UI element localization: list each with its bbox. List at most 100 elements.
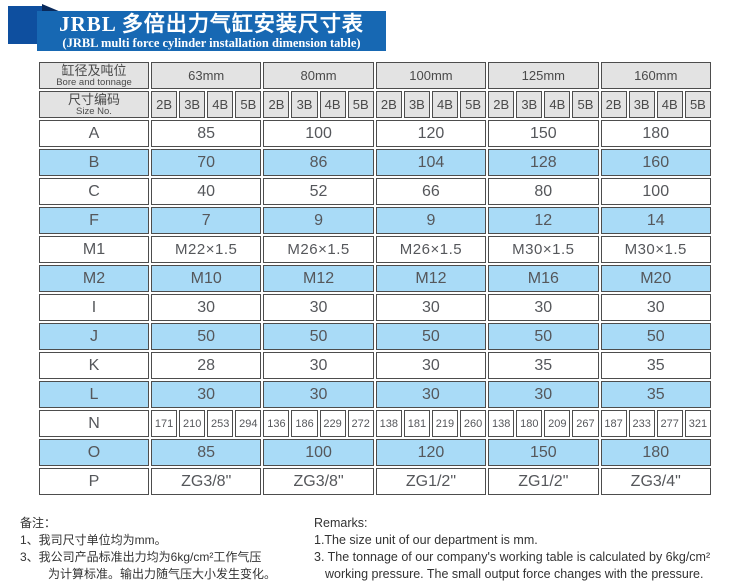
cell-J-63mm: 50 [151,323,262,350]
cell-A-160mm: 180 [600,120,711,147]
cell-N-80mm-3B: 186 [291,410,318,437]
table-row-C: C 40 52 66 80 100 [39,178,711,205]
cell-O-125mm: 150 [488,439,599,466]
cell-F-80mm: 9 [263,207,374,234]
cell-I-160mm: 30 [600,294,711,321]
cell-O-63mm: 85 [151,439,262,466]
ribbon-fold-triangle [42,4,61,12]
cell-F-125mm: 12 [488,207,599,234]
cell-N-125mm-3B: 180 [516,410,543,437]
cell-A-63mm: 85 [151,120,262,147]
cell-N-125mm-5B: 267 [572,410,599,437]
cell-N-160mm-3B: 233 [628,410,655,437]
cell-M2-63mm: M10 [151,265,262,292]
cell-N-100mm-3B: 181 [403,410,430,437]
table-row-L: L 30 30 30 30 35 [39,381,711,408]
cell-F-100mm: 9 [375,207,487,234]
size-code-125mm-4B: 4B [544,91,571,118]
table-row-K: K 28 30 30 35 35 [39,352,711,379]
cell-N-80mm-4B: 229 [319,410,346,437]
cell-N-80mm-2B: 136 [263,410,290,437]
size-code-100mm-3B: 3B [403,91,430,118]
cell-I-125mm: 30 [488,294,599,321]
cell-N-160mm-2B: 187 [600,410,627,437]
cell-B-160mm: 160 [600,149,711,176]
cell-C-160mm: 100 [600,178,711,205]
row-label-A: A [39,120,149,147]
cell-N-125mm-4B: 209 [544,410,571,437]
size-code-63mm-4B: 4B [207,91,234,118]
notes-chinese: 备注： 1、我司尺寸单位均为mm。 3、我公司产品标准出力均为6kg/cm²工作气… [20,515,312,583]
corner-bore-tonnage: 缸径及吨位 Bore and tonnage [39,62,149,89]
cell-N-100mm-5B: 260 [460,410,487,437]
note-line: 3、我公司产品标准出力均为6kg/cm²工作气压 [20,550,262,564]
cell-K-125mm: 35 [488,352,599,379]
cell-M2-125mm: M16 [488,265,599,292]
row-label-M1: M1 [39,236,149,263]
size-code-160mm-2B: 2B [600,91,627,118]
bore-header-63mm: 63mm [151,62,262,89]
cell-C-80mm: 52 [263,178,374,205]
bore-header-160mm: 160mm [600,62,711,89]
table-row-J: J 50 50 50 50 50 [39,323,711,350]
cell-P-125mm: ZG1/2" [488,468,599,495]
row-label-J: J [39,323,149,350]
bore-header-125mm: 125mm [488,62,599,89]
row-label-O: O [39,439,149,466]
cell-N-160mm-5B: 321 [684,410,711,437]
header-row-size-codes: 尺寸编码 Size No. 2B 3B 4B 5B 2B 3B 4B 5B 2B 3B 4B 5B 2B 3B… [39,91,711,118]
cell-L-63mm: 30 [151,381,262,408]
row-label-K: K [39,352,149,379]
table-row-I: I 30 30 30 30 30 [39,294,711,321]
note-line: 3. The tonnage of our company's working … [314,550,711,564]
bore-header-80mm: 80mm [263,62,374,89]
cell-M1-80mm: M26×1.5 [263,236,374,263]
size-code-125mm-3B: 3B [516,91,543,118]
corner-size-no: 尺寸编码 Size No. [39,91,149,118]
cell-N-100mm-4B: 219 [431,410,459,437]
cell-N-63mm-5B: 294 [235,410,262,437]
notes-cn-heading: 备注： [20,516,57,530]
cell-C-100mm: 66 [375,178,487,205]
cell-J-160mm: 50 [600,323,711,350]
size-code-80mm-4B: 4B [319,91,346,118]
cell-M2-100mm: M12 [375,265,487,292]
table-row-M2: M2 M10 M12 M12 M16 M20 [39,265,711,292]
cell-J-125mm: 50 [488,323,599,350]
cell-I-100mm: 30 [375,294,487,321]
cell-I-80mm: 30 [263,294,374,321]
corner-size-en: Size No. [76,105,112,117]
row-label-I: I [39,294,149,321]
row-label-B: B [39,149,149,176]
cell-B-63mm: 70 [151,149,262,176]
cell-M1-160mm: M30×1.5 [600,236,711,263]
cell-M1-125mm: M30×1.5 [488,236,599,263]
cell-M1-63mm: M22×1.5 [151,236,262,263]
cell-F-63mm: 7 [151,207,262,234]
corner-bore-cn: 缸径及吨位 [61,62,127,78]
cell-J-100mm: 50 [375,323,487,350]
cell-P-100mm: ZG1/2" [375,468,487,495]
row-label-C: C [39,178,149,205]
cell-I-63mm: 30 [151,294,262,321]
cell-N-160mm-4B: 277 [656,410,683,437]
cell-K-63mm: 28 [151,352,262,379]
cell-K-100mm: 30 [375,352,487,379]
size-code-100mm-5B: 5B [460,91,487,118]
cell-N-63mm-3B: 210 [179,410,206,437]
cell-O-100mm: 120 [375,439,487,466]
table-row-O: O 85 100 120 150 180 [39,439,711,466]
table-row-A: A 85 100 120 150 180 [39,120,711,147]
cell-B-100mm: 104 [375,149,487,176]
corner-size-cn: 尺寸编码 [67,91,120,107]
cell-A-80mm: 100 [263,120,374,147]
cell-L-100mm: 30 [375,381,487,408]
cell-A-125mm: 150 [488,120,599,147]
page-title-banner: JRBL 多倍出力气缸安装尺寸表 (JRBL multi force cylin… [37,11,386,51]
cell-O-80mm: 100 [263,439,374,466]
size-code-63mm-2B: 2B [151,91,178,118]
dimension-table: 缸径及吨位 Bore and tonnage 63mm 80mm 100mm 125mm 1… [37,60,713,497]
notes-en-heading: Remarks: [314,516,368,530]
cell-O-160mm: 180 [600,439,711,466]
